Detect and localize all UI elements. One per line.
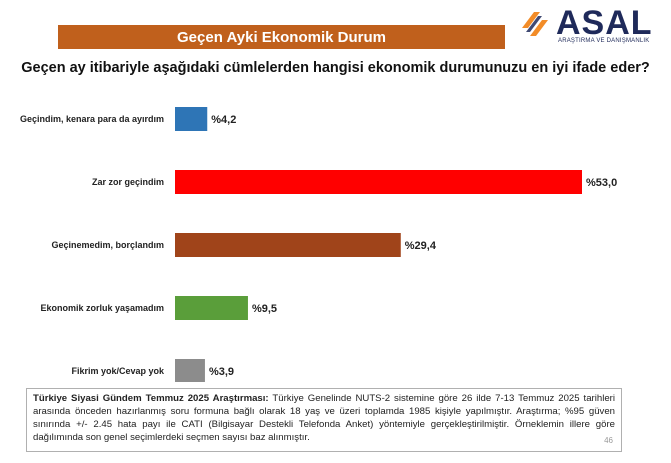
bar	[175, 359, 205, 382]
category-label: Geçinemedim, borçlandım	[51, 240, 164, 250]
category-label: Geçindim, kenara para da ayırdım	[20, 114, 164, 124]
value-label: %29,4	[405, 240, 437, 252]
bar	[175, 170, 582, 194]
category-label: Ekonomik zorluk yaşamadım	[40, 303, 164, 313]
slide-title-text: Geçen Ayki Ekonomik Durum	[177, 28, 386, 46]
methodology-footer: Türkiye Siyasi Gündem Temmuz 2025 Araştı…	[26, 388, 622, 452]
value-label: %3,9	[209, 366, 234, 378]
slide-title: Geçen Ayki Ekonomik Durum	[58, 25, 505, 49]
footer-title: Türkiye Siyasi Gündem Temmuz 2025 Araştı…	[33, 393, 269, 404]
bar	[175, 233, 401, 257]
category-label: Zar zor geçindim	[92, 177, 164, 187]
value-label: %53,0	[586, 177, 617, 189]
value-label: %4,2	[211, 114, 236, 126]
page-number: 46	[604, 436, 613, 445]
logo-mark-icon	[522, 12, 548, 36]
bar	[175, 296, 248, 320]
category-label: Fikrim yok/Cevap yok	[71, 366, 165, 376]
asal-logo: ASAL ARAŞTIRMA VE DANIŞMANLIK	[520, 4, 652, 48]
logo-subtext: ARAŞTIRMA VE DANIŞMANLIK	[558, 38, 650, 44]
bar-chart: Geçindim, kenara para da ayırdım %4,2 Zar …	[20, 107, 617, 382]
logo-text: ASAL	[556, 4, 653, 42]
survey-question: Geçen ay itibariyle aşağıdaki cümlelerde…	[21, 60, 650, 76]
value-label: %9,5	[252, 303, 277, 315]
bar	[175, 107, 208, 131]
footer-text: Türkiye Genelinde NUTS-2 sistemine göre …	[33, 393, 616, 443]
